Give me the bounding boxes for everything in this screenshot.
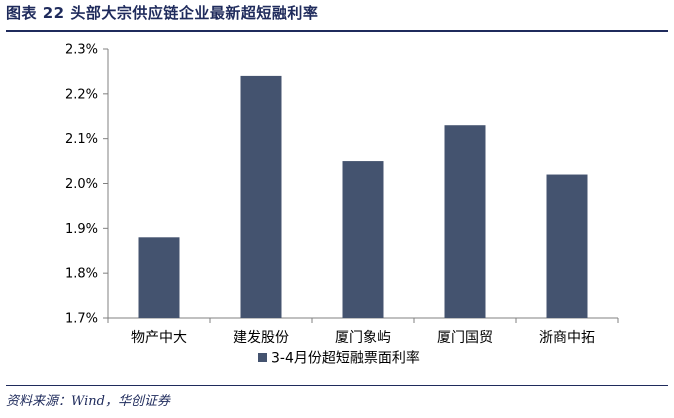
chart-title: 图表 22 头部大宗供应链企业最新超短融利率 xyxy=(6,4,319,22)
bar xyxy=(342,161,384,318)
y-tick-label: 2.0% xyxy=(65,177,98,192)
y-tick-label: 1.7% xyxy=(65,312,98,327)
bar-chart: 1.7% 1.8% 1.9% 2.0% 2.1% 2.2% 2.3% 物产中大 建发股份 厦门象… xyxy=(65,43,619,367)
legend-swatch xyxy=(258,353,267,362)
bar xyxy=(138,237,180,318)
y-tick-label: 1.8% xyxy=(65,267,98,282)
title-divider xyxy=(6,30,668,32)
x-category-label: 物产中大 xyxy=(131,330,187,346)
bar xyxy=(240,75,282,319)
source-divider xyxy=(6,385,668,386)
y-tick-label: 1.9% xyxy=(65,222,98,237)
y-tick-label: 2.3% xyxy=(65,43,98,58)
x-category-label: 浙商中拓 xyxy=(539,330,595,346)
x-axis: 物产中大 建发股份 厦门象屿 厦门国贸 浙商中拓 xyxy=(107,317,619,346)
x-category-label: 建发股份 xyxy=(233,330,289,346)
y-tick-label: 2.1% xyxy=(65,132,98,147)
legend: 3-4月份超短融票面利率 xyxy=(258,350,420,367)
legend-label: 3-4月份超短融票面利率 xyxy=(271,350,420,367)
x-category-label: 厦门象屿 xyxy=(335,330,391,346)
bar xyxy=(444,125,486,318)
source-note: 资料来源：Wind，华创证券 xyxy=(6,394,170,409)
y-axis: 1.7% 1.8% 1.9% 2.0% 2.1% 2.2% 2.3% xyxy=(65,43,109,327)
bars xyxy=(138,75,588,319)
bar xyxy=(546,174,588,318)
y-tick-label: 2.2% xyxy=(65,87,98,102)
x-category-label: 厦门国贸 xyxy=(437,330,493,346)
